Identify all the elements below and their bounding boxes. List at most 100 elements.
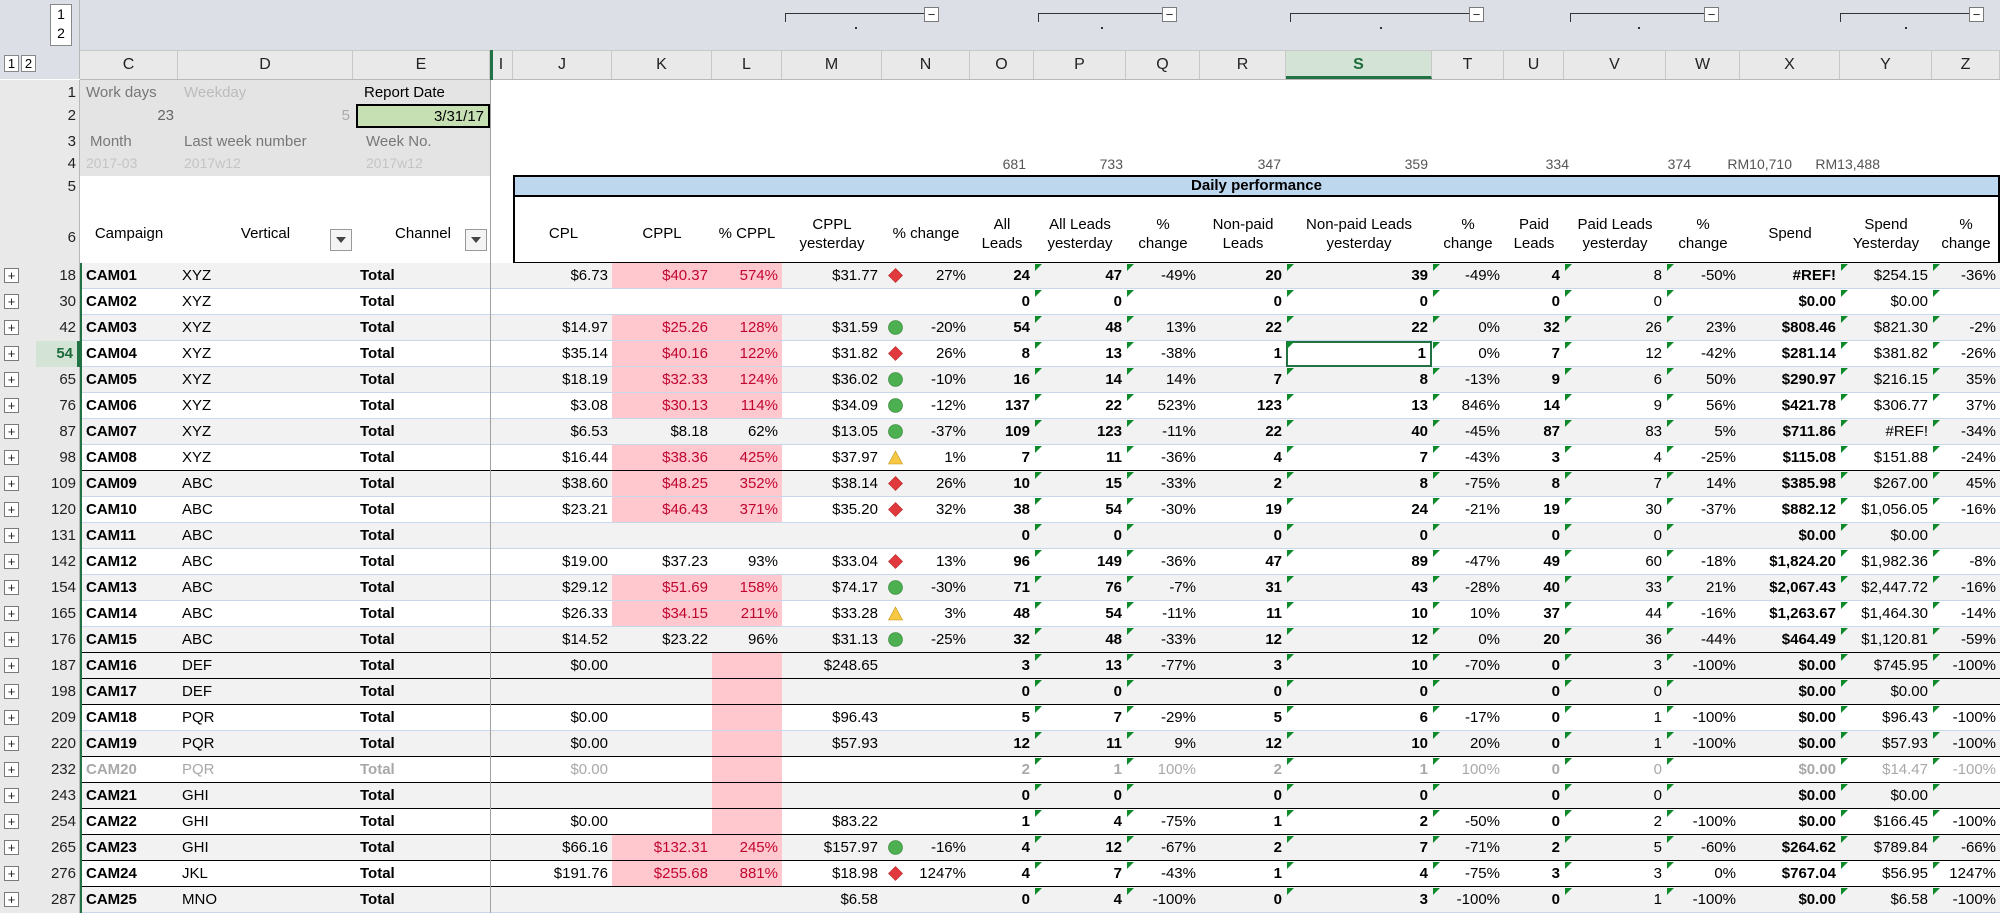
- row-header[interactable]: 243: [50, 787, 76, 804]
- cell-cpl[interactable]: $29.12: [562, 579, 608, 596]
- column-header-q[interactable]: Q: [1126, 51, 1200, 79]
- cell-spend[interactable]: $0.00: [1798, 761, 1836, 778]
- cell-channel[interactable]: Total: [360, 735, 395, 752]
- cell-paid-chg[interactable]: 0%: [1714, 865, 1736, 882]
- cell-cppl[interactable]: [612, 705, 712, 731]
- cell-np[interactable]: 12: [1265, 735, 1282, 752]
- cell-np[interactable]: 11: [1266, 605, 1282, 622]
- cell-all[interactable]: 0: [1021, 293, 1030, 310]
- cell-spend[interactable]: $0.00: [1798, 657, 1836, 674]
- cell-np-chg[interactable]: 0%: [1478, 345, 1500, 362]
- cell-np-y[interactable]: 10: [1411, 735, 1428, 752]
- cell-all-chg[interactable]: -11%: [1162, 423, 1196, 440]
- column-header-s[interactable]: S: [1286, 51, 1432, 79]
- row-header[interactable]: 3: [67, 133, 76, 150]
- cell-cppl-y[interactable]: $36.02: [832, 371, 878, 388]
- cell-paid[interactable]: 20: [1543, 631, 1560, 648]
- cell-np-y[interactable]: 13: [1411, 397, 1428, 414]
- cell-vertical[interactable]: XYZ: [182, 423, 212, 440]
- cell-chg[interactable]: [912, 783, 970, 809]
- cell-pct-cppl[interactable]: [712, 653, 782, 679]
- cell-cppl-y[interactable]: $18.98: [832, 865, 878, 882]
- expand-row-group-button[interactable]: +: [4, 866, 19, 881]
- cell-chg[interactable]: [912, 679, 970, 705]
- cell-all-y[interactable]: 0: [1113, 527, 1122, 544]
- cell-np-y[interactable]: 0: [1419, 527, 1428, 544]
- cell-all[interactable]: 38: [1013, 501, 1030, 518]
- cell-paid-chg[interactable]: 21%: [1705, 579, 1736, 596]
- row-header[interactable]: 254: [50, 813, 76, 830]
- column-header-v[interactable]: V: [1564, 51, 1666, 79]
- cell-campaign[interactable]: CAM18: [86, 709, 137, 726]
- cell-cppl-y[interactable]: $38.14: [832, 475, 878, 492]
- cell-all-y[interactable]: 11: [1106, 449, 1122, 466]
- cell-channel[interactable]: Total: [360, 319, 395, 336]
- collapse-group-button[interactable]: −: [1704, 7, 1719, 22]
- cell-vertical[interactable]: ABC: [182, 527, 213, 544]
- row-header[interactable]: 65: [59, 371, 76, 388]
- cell-np-y[interactable]: 7: [1419, 449, 1428, 466]
- cell-paid[interactable]: 7: [1551, 345, 1560, 362]
- cell-paid-chg[interactable]: [1666, 679, 1740, 705]
- cell-cppl-y[interactable]: $37.97: [832, 449, 878, 466]
- cell-paid[interactable]: 8: [1551, 475, 1560, 492]
- cell-np[interactable]: 0: [1273, 891, 1282, 908]
- row-header[interactable]: 42: [59, 319, 76, 336]
- row-header[interactable]: 287: [50, 891, 76, 908]
- column-header-o[interactable]: O: [970, 51, 1034, 79]
- cell-np[interactable]: 2: [1273, 839, 1282, 856]
- cell-np-chg[interactable]: [1432, 289, 1504, 315]
- cell-pct-cppl[interactable]: 96%: [747, 631, 778, 648]
- cell-all[interactable]: 54: [1013, 319, 1030, 336]
- cell-np-chg[interactable]: -70%: [1464, 657, 1500, 674]
- cell-all-y[interactable]: 149: [1096, 553, 1122, 570]
- expand-row-group-button[interactable]: +: [4, 580, 19, 595]
- cell-paid-y[interactable]: 60: [1645, 553, 1662, 570]
- cell-channel[interactable]: Total: [360, 761, 395, 778]
- cell-channel[interactable]: Total: [360, 293, 395, 310]
- channel-filter-button[interactable]: [465, 229, 487, 251]
- cell-all[interactable]: 0: [1021, 787, 1030, 804]
- cell-channel[interactable]: Total: [360, 397, 395, 414]
- cell-np[interactable]: 5: [1273, 709, 1282, 726]
- cell-paid-chg[interactable]: -25%: [1700, 449, 1736, 466]
- cell-all[interactable]: 0: [1021, 891, 1030, 908]
- cell-channel[interactable]: Total: [360, 657, 395, 674]
- col-outline-level-buttons[interactable]: 1 2: [50, 4, 72, 46]
- cell-chg[interactable]: -12%: [930, 397, 966, 414]
- cell-spend-y[interactable]: $1,982.36: [1861, 553, 1928, 570]
- cell-spend-y[interactable]: $789.84: [1873, 839, 1928, 856]
- cell-np-y[interactable]: 22: [1411, 319, 1428, 336]
- cell-cpl[interactable]: $0.00: [570, 813, 608, 830]
- cell-chg[interactable]: 32%: [935, 501, 966, 518]
- cell-np-y[interactable]: 0: [1419, 787, 1428, 804]
- expand-row-group-button[interactable]: +: [4, 632, 19, 647]
- cell-vertical[interactable]: ABC: [182, 553, 213, 570]
- cell-paid[interactable]: 0: [1551, 761, 1560, 778]
- cell-pct-cppl[interactable]: [712, 731, 782, 757]
- cell-cpl[interactable]: $3.08: [570, 397, 608, 414]
- cell-pct-cppl[interactable]: 124%: [739, 371, 778, 388]
- cell-paid-y[interactable]: 0: [1653, 683, 1662, 700]
- cell-pct-cppl[interactable]: 352%: [739, 475, 778, 492]
- expand-row-group-button[interactable]: +: [4, 554, 19, 569]
- cell-spend[interactable]: $385.98: [1781, 475, 1836, 492]
- cell-chg[interactable]: 27%: [935, 267, 966, 284]
- cell-paid-y[interactable]: 7: [1653, 475, 1662, 492]
- cell-spend[interactable]: $767.04: [1781, 865, 1836, 882]
- cell-paid-chg[interactable]: -100%: [1692, 813, 1736, 830]
- cell-spend-chg[interactable]: 37%: [1965, 397, 1996, 414]
- cell-np[interactable]: 47: [1265, 553, 1282, 570]
- column-header-n[interactable]: N: [882, 51, 970, 79]
- cell-cppl[interactable]: $40.37: [662, 267, 708, 284]
- cell-spend-y[interactable]: $96.43: [1882, 709, 1928, 726]
- cell-all[interactable]: 1: [1021, 813, 1030, 830]
- cell-cppl[interactable]: $255.68: [653, 865, 708, 882]
- cell-paid[interactable]: 32: [1543, 319, 1560, 336]
- expand-row-group-button[interactable]: +: [4, 450, 19, 465]
- cell-paid-y[interactable]: 1: [1653, 709, 1662, 726]
- column-header-x[interactable]: X: [1740, 51, 1840, 79]
- cell-cppl[interactable]: $38.36: [662, 449, 708, 466]
- cell-channel[interactable]: Total: [360, 345, 395, 362]
- cell-np-y[interactable]: 4: [1419, 865, 1428, 882]
